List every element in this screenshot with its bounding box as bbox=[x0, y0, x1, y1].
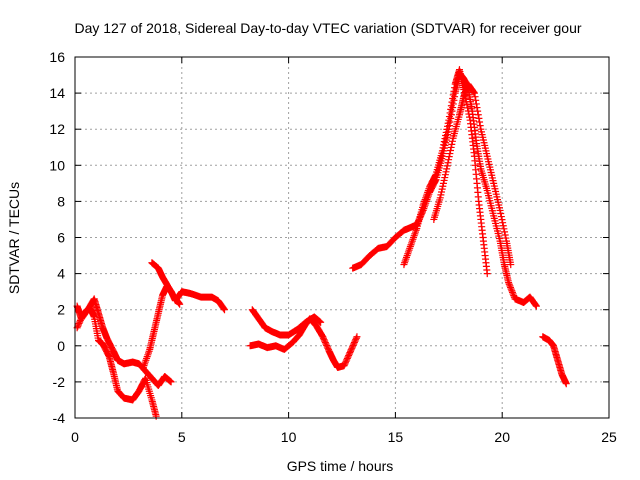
series-arc10 bbox=[539, 333, 570, 388]
data-points bbox=[73, 66, 570, 420]
y-tick-label: 4 bbox=[57, 266, 65, 282]
x-tick-label: 10 bbox=[281, 429, 297, 445]
y-axis-label: SDTVAR / TECUs bbox=[6, 182, 22, 294]
x-tick-label: 5 bbox=[178, 429, 186, 445]
y-tick-label: 0 bbox=[57, 338, 65, 354]
y-tick-label: 8 bbox=[57, 193, 65, 209]
y-tick-label: 10 bbox=[49, 157, 65, 173]
series-arc2 bbox=[73, 304, 160, 420]
data-marker bbox=[430, 80, 515, 269]
y-tick-label: 14 bbox=[49, 85, 65, 101]
y-tick-label: -2 bbox=[53, 374, 66, 390]
data-marker bbox=[248, 306, 325, 339]
grid-lines bbox=[75, 57, 609, 418]
x-tick-label: 20 bbox=[494, 429, 510, 445]
tick-labels: 0 5 10 15 20 25 -4 -2 0 2 4 6 8 10 12 14 16 bbox=[49, 49, 617, 445]
data-marker bbox=[148, 259, 184, 308]
series-arc4 bbox=[148, 259, 184, 308]
x-axis-label: GPS time / hours bbox=[287, 458, 394, 474]
data-marker bbox=[73, 304, 160, 420]
data-marker bbox=[539, 333, 570, 388]
y-tick-label: -4 bbox=[53, 410, 66, 426]
x-tick-label: 15 bbox=[388, 429, 404, 445]
y-tick-label: 12 bbox=[49, 121, 65, 137]
y-tick-label: 6 bbox=[57, 230, 65, 246]
series-arc6 bbox=[248, 306, 325, 339]
x-tick-label: 0 bbox=[71, 429, 79, 445]
plot-frame bbox=[74, 56, 610, 419]
series-arc9 bbox=[430, 80, 515, 269]
y-tick-label: 2 bbox=[57, 302, 65, 318]
chart-title: Day 127 of 2018, Sidereal Day-to-day VTE… bbox=[74, 20, 581, 36]
y-tick-label: 16 bbox=[49, 49, 65, 65]
x-tick-label: 25 bbox=[601, 429, 617, 445]
